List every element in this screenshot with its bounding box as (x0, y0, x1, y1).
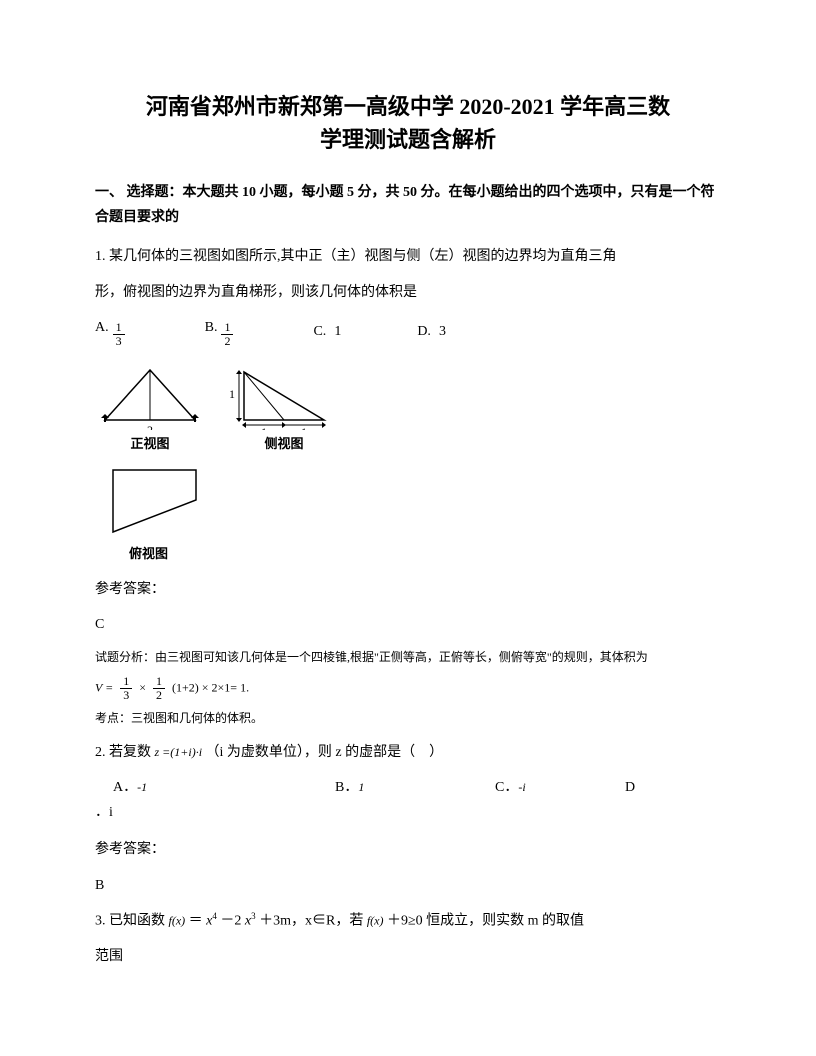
section-header: 一、 选择题：本大题共 10 小题，每小题 5 分，共 50 分。在每小题给出的… (95, 180, 721, 230)
q1-optA-prefix: A. (95, 315, 109, 340)
top-view-svg (101, 460, 211, 540)
q3-text-l2: 范围 (95, 944, 721, 969)
q1-figures: 2 正视图 1 1 1 侧视图 (95, 360, 721, 565)
q2-options: A． -1 B． 1 C． -i D ．i (95, 775, 721, 825)
side-view-svg: 1 1 1 (229, 360, 339, 430)
q1-optD-prefix: D. (417, 319, 431, 344)
front-view-svg: 2 (95, 360, 205, 430)
q1-options: A. 1 3 B. 1 2 C. 1 D. 3 (95, 315, 721, 348)
q1-analysis1: 试题分析：由三视图可知该几何体是一个四棱锥,根据"正侧等高，正俯等长，侧俯等宽"… (95, 647, 721, 669)
q1-optD-val: 3 (439, 319, 446, 344)
title-line1: 河南省郑州市新郑第一高级中学 2020-2021 学年高三数 (95, 90, 721, 123)
svg-text:1: 1 (229, 387, 235, 401)
q1-text-l1: 1. 某几何体的三视图如图所示,其中正（主）视图与侧（左）视图的边界均为直角三角 (95, 244, 721, 269)
q1-answer-label: 参考答案： (95, 577, 721, 602)
q1-analysis3: 考点：三视图和几何体的体积。 (95, 708, 721, 730)
q1-text-l2: 形，俯视图的边界为直角梯形，则该几何体的体积是 (95, 280, 721, 305)
svg-text:1: 1 (301, 425, 307, 430)
q3-text: 3. 已知函数 f(x) ＝ x4 －2 x3 ＋3m，x∈R，若 f(x) ＋… (95, 908, 721, 934)
q1-answer: C (95, 612, 721, 637)
q2-answer: B (95, 873, 721, 898)
svg-text:2: 2 (147, 423, 153, 430)
q1-optC-prefix: C. (313, 319, 326, 344)
svg-text:1: 1 (261, 425, 267, 430)
top-view-label: 俯视图 (129, 542, 168, 565)
q1-optB-fraction: 1 2 (221, 321, 233, 348)
q1-analysis2: V = 1 3 × 1 2 (1+2) × 2×1= 1. (95, 675, 721, 702)
q1-optB-prefix: B. (205, 315, 218, 340)
q1-optC-val: 1 (334, 319, 341, 344)
side-view-label: 侧视图 (264, 432, 303, 455)
title-line2: 学理测试题含解析 (95, 123, 721, 156)
q2-answer-label: 参考答案： (95, 837, 721, 862)
q1-optA-fraction: 1 3 (113, 321, 125, 348)
front-view-label: 正视图 (130, 432, 169, 455)
q2-text: 2. 若复数 z =(1+i)·i （i 为虚数单位），则 z 的虚部是（ ） (95, 740, 721, 765)
